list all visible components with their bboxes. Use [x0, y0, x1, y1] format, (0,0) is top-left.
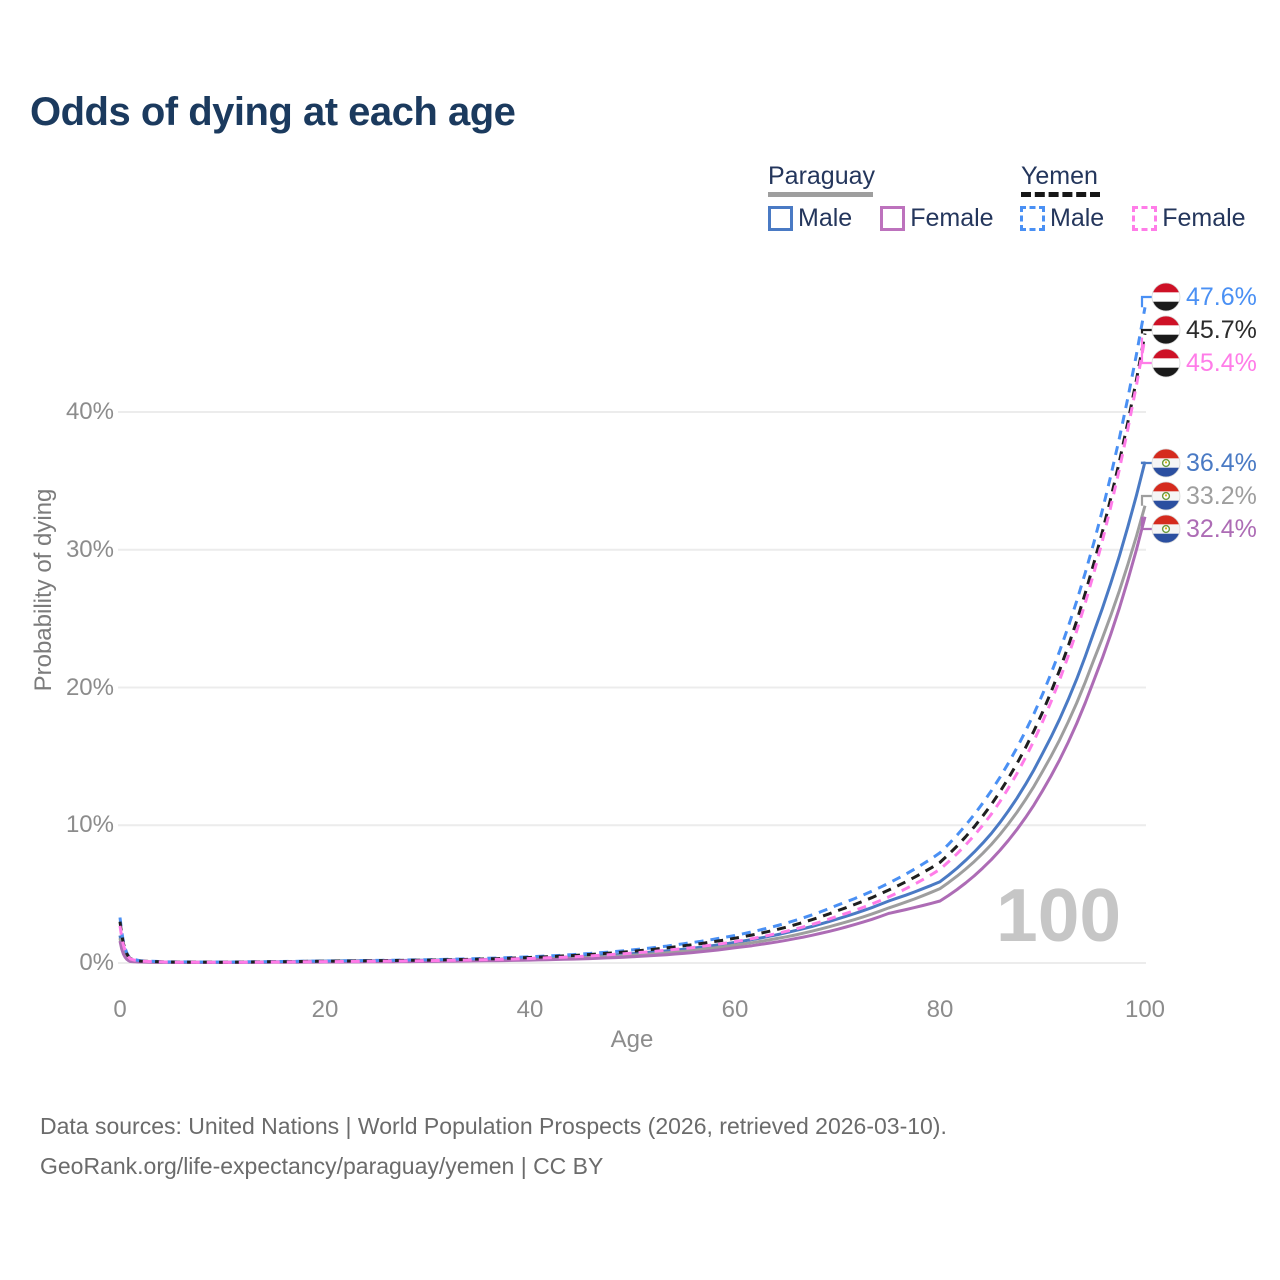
label-connector-paraguay-female — [1140, 516, 1152, 531]
y-tick-label-10%: 10% — [65, 811, 114, 839]
end-label-paraguay-total: 33.2% — [1186, 482, 1257, 510]
end-label-yemen-total: 45.7% — [1186, 316, 1257, 344]
y-tick-label-0%: 0% — [79, 949, 114, 976]
x-tick-label-100: 100 — [1124, 996, 1166, 1023]
paraguay-female-swatch-icon — [880, 206, 906, 231]
legend-row-paraguay: Male Female — [768, 204, 1016, 233]
line-paraguay-female[interactable] — [118, 516, 1147, 964]
label-connector-yemen-male — [1140, 295, 1152, 308]
paraguay-flag-icon — [1151, 514, 1181, 544]
page-title: Odds of dying at each age — [30, 90, 516, 134]
label-connector-yemen-total — [1140, 328, 1152, 334]
x-tick-label-0: 0 — [113, 996, 127, 1023]
yemen-flag-icon — [1151, 348, 1181, 378]
footer: Data sources: United Nations | World Pop… — [40, 1106, 947, 1186]
end-label-yemen-female: 45.4% — [1186, 349, 1257, 377]
attribution-text: GeoRank.org/life-expectancy/paraguay/yem… — [40, 1153, 604, 1179]
legend-label: Male — [1050, 204, 1105, 232]
paraguay-male-swatch-icon — [768, 206, 793, 231]
legend-item-yemen-male[interactable]: Male — [1020, 204, 1104, 233]
yemen-line-swatch — [1021, 192, 1100, 197]
y-tick-label-30%: 30% — [65, 535, 114, 563]
x-tick-label-40: 40 — [516, 996, 544, 1023]
label-connector-paraguay-male — [1140, 461, 1152, 465]
legend-item-paraguay-female[interactable]: Female — [880, 204, 994, 233]
end-label-yemen-male: 47.6% — [1186, 283, 1257, 311]
age-counter-watermark: 100 — [996, 873, 1122, 957]
y-tick-label-40%: 40% — [65, 398, 114, 425]
yemen-flag-icon — [1151, 282, 1181, 312]
legend-label: Female — [1162, 204, 1246, 232]
legend-row-yemen: Male Female — [1020, 204, 1268, 233]
legend-group-paraguay[interactable]: Paraguay — [768, 162, 876, 190]
legend-item-paraguay-male[interactable]: Male — [768, 204, 852, 233]
paraguay-flag-icon — [1151, 448, 1181, 478]
label-connector-yemen-female — [1140, 337, 1152, 365]
y-axis-title: Probability of dying — [30, 488, 57, 692]
line-paraguay-total[interactable] — [118, 505, 1147, 964]
label-connector-paraguay-total — [1140, 494, 1152, 506]
data-source-text: Data sources: United Nations | World Pop… — [40, 1113, 947, 1139]
yemen-flag-icon — [1151, 315, 1181, 345]
line-yemen-female[interactable] — [118, 337, 1147, 964]
legend-group-yemen[interactable]: Yemen — [1021, 162, 1098, 190]
x-tick-label-60: 60 — [721, 996, 749, 1023]
x-axis-title: Age — [610, 1026, 654, 1053]
line-yemen-total[interactable] — [118, 333, 1147, 964]
yemen-female-swatch-icon — [1132, 206, 1158, 231]
x-tick-label-20: 20 — [311, 996, 339, 1023]
line-yemen-male[interactable] — [118, 307, 1147, 964]
legend-label: Male — [798, 204, 853, 232]
legend-item-yemen-female[interactable]: Female — [1132, 204, 1246, 233]
end-label-paraguay-male: 36.4% — [1186, 449, 1257, 477]
paraguay-flag-icon — [1151, 481, 1181, 511]
x-tick-label-80: 80 — [926, 996, 954, 1023]
yemen-male-swatch-icon — [1020, 206, 1045, 231]
legend-label: Female — [910, 204, 994, 232]
line-paraguay-male[interactable] — [118, 461, 1147, 964]
end-label-paraguay-female: 32.4% — [1186, 515, 1257, 543]
y-tick-label-20%: 20% — [65, 673, 114, 701]
paraguay-line-swatch — [768, 192, 873, 197]
